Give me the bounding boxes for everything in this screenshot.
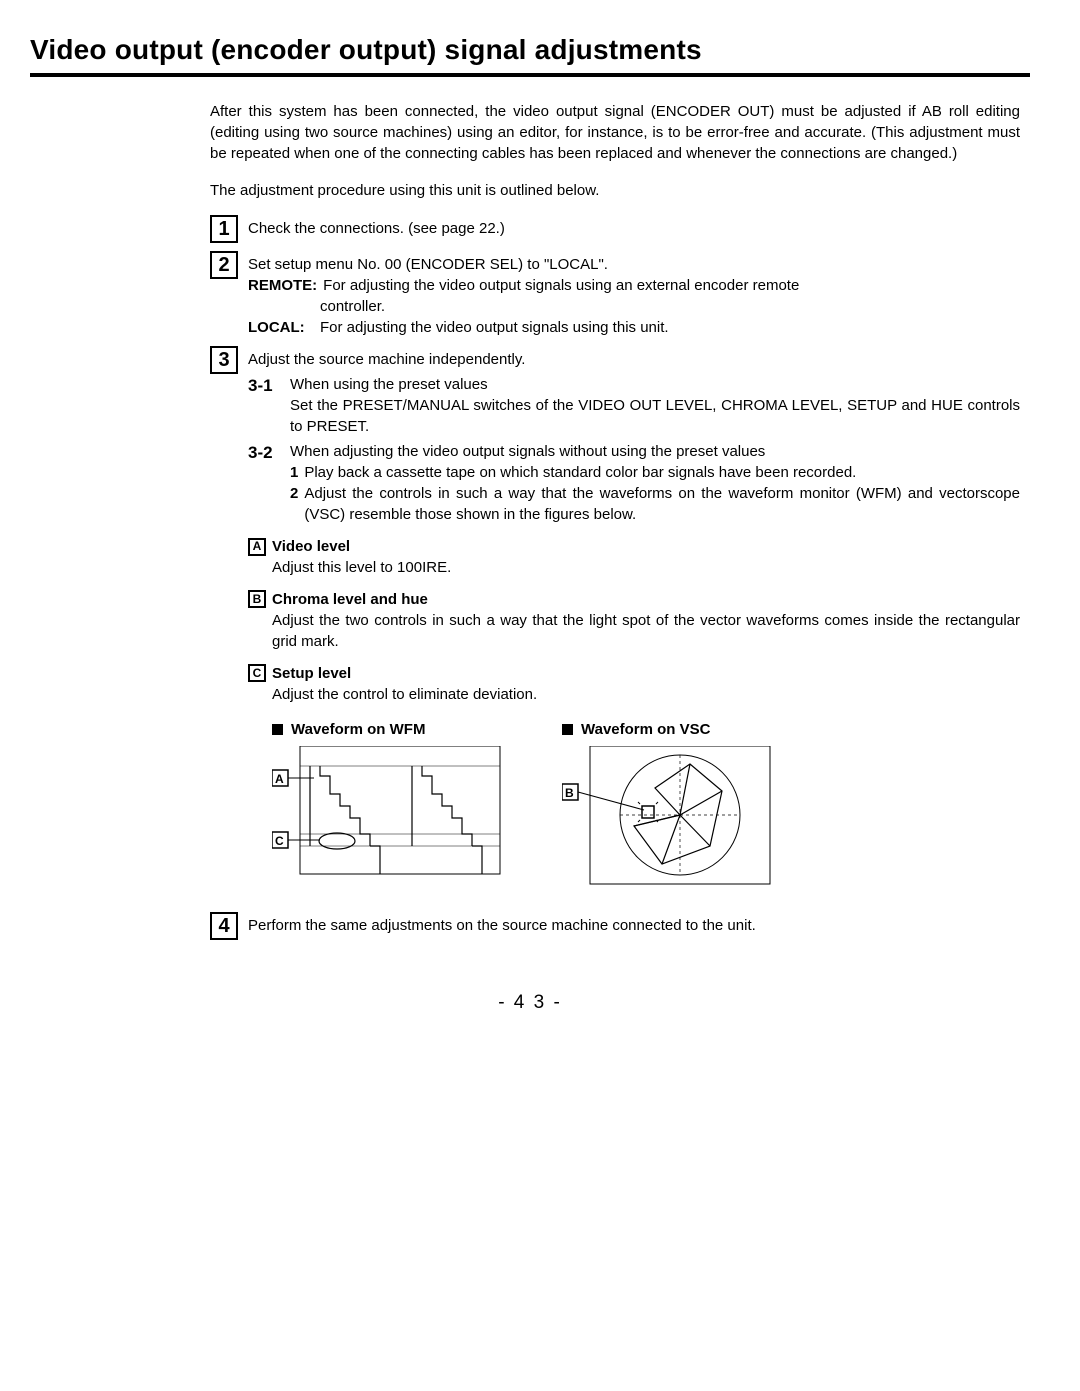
square-icon — [272, 724, 283, 735]
step-2-body: Set setup menu No. 00 (ENCODER SEL) to "… — [248, 251, 1020, 338]
step-2-number: 2 — [210, 251, 238, 279]
square-icon — [562, 724, 573, 735]
step-2-line1: Set setup menu No. 00 (ENCODER SEL) to "… — [248, 254, 1020, 275]
local-key: LOCAL: — [248, 317, 314, 338]
procedure-intro: The adjustment procedure using this unit… — [210, 180, 1020, 201]
step-3-body: Adjust the source machine independently.… — [248, 346, 1020, 904]
sub-3-2-line1: When adjusting the video output signals … — [290, 441, 1020, 462]
step-1: 1 Check the connections. (see page 22.) — [210, 215, 1020, 243]
section-C: C Setup level Adjust the control to elim… — [248, 662, 1020, 705]
sub-3-1: 3-1 When using the preset values Set the… — [248, 374, 1020, 437]
wfm-title: Waveform on WFM — [291, 719, 425, 740]
step-3-number: 3 — [210, 346, 238, 374]
step-1-body: Check the connections. (see page 22.) — [248, 215, 1020, 239]
letter-B-box: B — [248, 590, 266, 608]
letter-C-box: C — [248, 664, 266, 682]
vsc-svg: B — [562, 746, 772, 886]
sub-3-2-num: 3-2 — [248, 441, 280, 525]
step-1-number: 1 — [210, 215, 238, 243]
remote-key: REMOTE: — [248, 275, 317, 296]
section-A: A Video level Adjust this level to 100IR… — [248, 535, 1020, 578]
page-title: Video output (encoder output) signal adj… — [30, 30, 1030, 77]
sub-3-2-body: When adjusting the video output signals … — [290, 441, 1020, 525]
letter-A-box: A — [248, 538, 266, 556]
letter-A-text: Adjust this level to 100IRE. — [248, 557, 1020, 578]
vsc-diagram: Waveform on VSC — [562, 719, 772, 886]
content: After this system has been connected, th… — [30, 101, 1030, 940]
letter-C-text: Adjust the control to eliminate deviatio… — [248, 684, 1020, 705]
wfm-svg: A C — [272, 746, 502, 886]
step-3-text: Adjust the source machine independently. — [248, 349, 1020, 370]
page-number: - 4 3 - — [30, 990, 1030, 1017]
local-val: For adjusting the video output signals u… — [320, 317, 1020, 338]
step-4-number: 4 — [210, 912, 238, 940]
letter-B-text: Adjust the two controls in such a way th… — [248, 610, 1020, 652]
letter-B-title: Chroma level and hue — [272, 589, 428, 610]
sub-3-1-line1: When using the preset values — [290, 374, 1020, 395]
item-1-text: Play back a cassette tape on which stand… — [304, 462, 856, 483]
svg-text:C: C — [275, 834, 284, 848]
section-B: B Chroma level and hue Adjust the two co… — [248, 588, 1020, 652]
step-4-body: Perform the same adjustments on the sour… — [248, 912, 1020, 936]
sub-3-1-num: 3-1 — [248, 374, 280, 437]
svg-text:B: B — [565, 786, 574, 800]
sub-3-1-line2: Set the PRESET/MANUAL switches of the VI… — [290, 395, 1020, 437]
remote-val2: controller. — [248, 296, 1020, 317]
sub-3-1-body: When using the preset values Set the PRE… — [290, 374, 1020, 437]
step-2: 2 Set setup menu No. 00 (ENCODER SEL) to… — [210, 251, 1020, 338]
diagrams: Waveform on WFM — [272, 719, 1020, 886]
intro-text: After this system has been connected, th… — [210, 101, 1020, 164]
letter-A-title: Video level — [272, 536, 350, 557]
vsc-title: Waveform on VSC — [581, 719, 710, 740]
item-2-num: 2 — [290, 483, 298, 525]
item-2-text: Adjust the controls in such a way that t… — [304, 483, 1020, 525]
letter-C-title: Setup level — [272, 663, 351, 684]
svg-text:A: A — [275, 772, 284, 786]
item-1-num: 1 — [290, 462, 298, 483]
step-4: 4 Perform the same adjustments on the so… — [210, 912, 1020, 940]
remote-val: For adjusting the video output signals u… — [323, 275, 1020, 296]
sub-3-2: 3-2 When adjusting the video output sign… — [248, 441, 1020, 525]
step-3: 3 Adjust the source machine independentl… — [210, 346, 1020, 904]
wfm-diagram: Waveform on WFM — [272, 719, 502, 886]
